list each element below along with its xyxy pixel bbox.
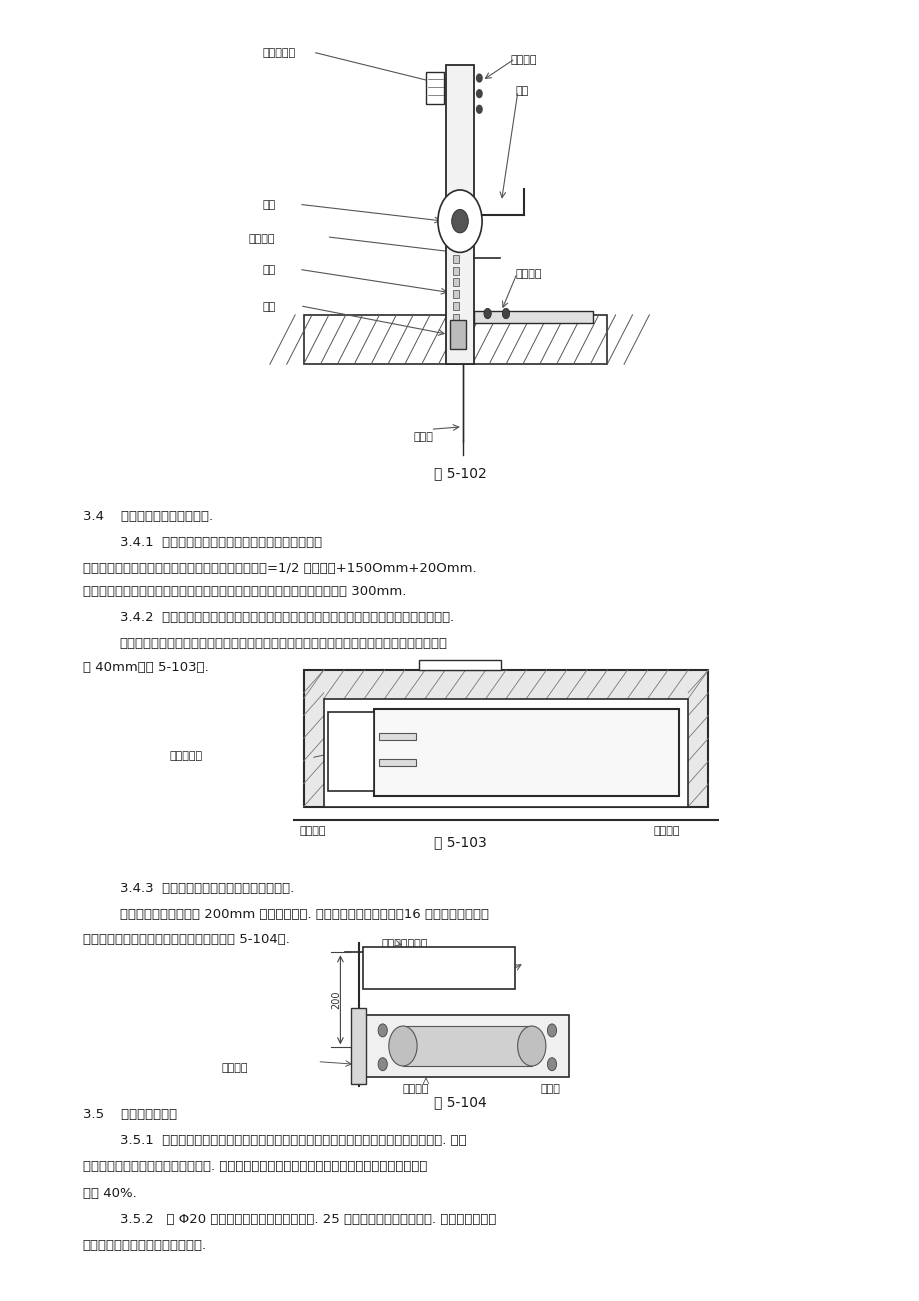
- Text: 图 5-104: 图 5-104: [433, 1095, 486, 1110]
- Bar: [452, 325, 459, 333]
- Bar: [446, 65, 473, 364]
- Text: 3.4.1  中间接线盒设在梯井内，其高度按下式确定：: 3.4.1 中间接线盒设在梯井内，其高度按下式确定：: [119, 536, 322, 549]
- Bar: [473, 311, 593, 323]
- Text: 中间接线盒底面: 中间接线盒底面: [381, 939, 427, 950]
- Text: 链条: 链条: [262, 265, 275, 276]
- Bar: [403, 1026, 531, 1066]
- Bar: [363, 947, 515, 989]
- Bar: [366, 1015, 568, 1077]
- Bar: [452, 267, 459, 275]
- Text: 管的规格要根据敷设导线的数量决定. 电线管内敷设导线总面积（包括绝缘层）不应超过管内净面: 管的规格要根据敷设导线的数量决定. 电线管内敷设导线总面积（包括绝缘层）不应超过…: [83, 1160, 426, 1174]
- Circle shape: [476, 90, 482, 98]
- Text: 3.5.2   配 Φ20 以下的管采用丝扣管箍连接．. 25 以上的管可采用焊接连接. 管子连接口、出: 3.5.2 配 Φ20 以下的管采用丝扣管箍连接．. 25 以上的管可采用焊接连…: [119, 1213, 495, 1226]
- Text: 机房搁板: 机房搁板: [515, 312, 541, 323]
- Text: 支架: 支架: [515, 86, 528, 96]
- Text: 若梯井较小，轿门地坎和中间接线盒在水平位置上的距离较近时，要统筹计划，其间距不得小: 若梯井较小，轿门地坎和中间接线盒在水平位置上的距离较近时，要统筹计划，其间距不得…: [119, 637, 448, 650]
- Circle shape: [378, 1024, 387, 1037]
- Text: 极限绳: 极限绳: [414, 432, 434, 442]
- Text: 高度（最底层厅门地坎至中间接线盒底的垂直距离）=1/2 电梯行程+150Omm+20Omm.: 高度（最底层厅门地坎至中间接线盒底的垂直距离）=1/2 电梯行程+150Omm+…: [83, 562, 476, 575]
- Text: 于 40mm（图 5-103）.: 于 40mm（图 5-103）.: [83, 661, 209, 674]
- Circle shape: [547, 1058, 556, 1071]
- Text: 膨胀螺栓: 膨胀螺栓: [515, 269, 541, 280]
- Bar: [379, 732, 415, 739]
- Circle shape: [502, 308, 509, 319]
- Text: 链轮: 链轮: [262, 200, 275, 211]
- Text: 线口要用钢锉锂光，以免划伤导线.: 线口要用钢锉锂光，以免划伤导线.: [83, 1239, 207, 1252]
- Bar: [452, 255, 459, 263]
- Text: 3.4.3  中间接线盒用膨胀螺栓固定在墙壁上.: 3.4.3 中间接线盒用膨胀螺栓固定在墙壁上.: [119, 882, 293, 895]
- Circle shape: [437, 190, 482, 252]
- Circle shape: [451, 209, 468, 233]
- Text: 极限开关盒: 极限开关盒: [262, 48, 295, 59]
- Text: 3.4    安装中间接线盒、随缆架.: 3.4 安装中间接线盒、随缆架.: [83, 510, 212, 523]
- Bar: [303, 315, 607, 364]
- Text: 图 5-102: 图 5-102: [433, 466, 486, 480]
- Bar: [323, 699, 687, 807]
- Text: 上（视随缆重量而定），以保证其牢度（图 5-104）.: 上（视随缆重量而定），以保证其牢度（图 5-104）.: [83, 933, 289, 946]
- Bar: [379, 760, 415, 766]
- Circle shape: [483, 308, 491, 319]
- Bar: [418, 660, 501, 670]
- Bar: [452, 337, 459, 345]
- Bar: [452, 290, 459, 298]
- Bar: [303, 670, 708, 807]
- Text: 3.5.1  机房配管除图纸规定风吹草动墙敷设明管外，均要敷设暗管，梯井允许敷设明管. 电线: 3.5.1 机房配管除图纸规定风吹草动墙敷设明管外，均要敷设暗管，梯井允许敷设明…: [119, 1134, 466, 1147]
- Bar: [425, 72, 444, 104]
- Text: 操作手柄: 操作手柄: [248, 234, 275, 245]
- Circle shape: [389, 1026, 416, 1066]
- Bar: [449, 320, 465, 349]
- Circle shape: [476, 74, 482, 82]
- Circle shape: [517, 1026, 545, 1066]
- Text: 不
小
于
40
mm: 不 小 于 40 mm: [343, 722, 358, 773]
- Text: 若中间接线盒设在夹层或机房内，其高度（盒底）距夹层或机房地面不低于 300mm.: 若中间接线盒设在夹层或机房内，其高度（盒底）距夹层或机房地面不低于 300mm.: [83, 585, 405, 598]
- Text: 图 5-103: 图 5-103: [433, 835, 486, 850]
- Text: 200: 200: [331, 990, 340, 1010]
- Text: 连接螺丝: 连接螺丝: [510, 55, 537, 65]
- Text: 轿厢地坎: 轿厢地坎: [299, 826, 325, 837]
- Text: 厅门地坎: 厅门地坎: [652, 826, 679, 837]
- Text: 随线架: 随线架: [540, 1084, 561, 1094]
- Text: 膨胀螺栓: 膨胀螺栓: [221, 1063, 248, 1073]
- Bar: [374, 709, 678, 796]
- Circle shape: [547, 1024, 556, 1037]
- Bar: [327, 712, 373, 791]
- Text: 3.5    配管、配线槽：: 3.5 配管、配线槽：: [83, 1108, 176, 1121]
- Text: 积的 40%.: 积的 40%.: [83, 1187, 136, 1200]
- Bar: [452, 302, 459, 310]
- Text: 随缆架盘: 随缆架盘: [403, 1084, 429, 1094]
- Bar: [452, 278, 459, 286]
- Circle shape: [378, 1058, 387, 1071]
- Text: 中间接线盒: 中间接线盒: [169, 752, 202, 761]
- Text: 3.4.2  中间接线盒水平位置要根据随缆既不能碰轨道支架又不能碰厅门地坎的要求来确定.: 3.4.2 中间接线盒水平位置要根据随缆既不能碰轨道支架又不能碰厅门地坎的要求来…: [119, 611, 453, 624]
- Bar: [351, 1008, 366, 1084]
- Bar: [452, 314, 459, 321]
- Circle shape: [476, 105, 482, 113]
- Text: 重坨: 重坨: [262, 302, 275, 312]
- Bar: [323, 699, 687, 807]
- Text: 在中间接线盒底面下方 200mm 处安装随缆架. 固定随缆架要用不小于。16 的膨胀螺栓两条以: 在中间接线盒底面下方 200mm 处安装随缆架. 固定随缆架要用不小于。16 的…: [119, 908, 488, 921]
